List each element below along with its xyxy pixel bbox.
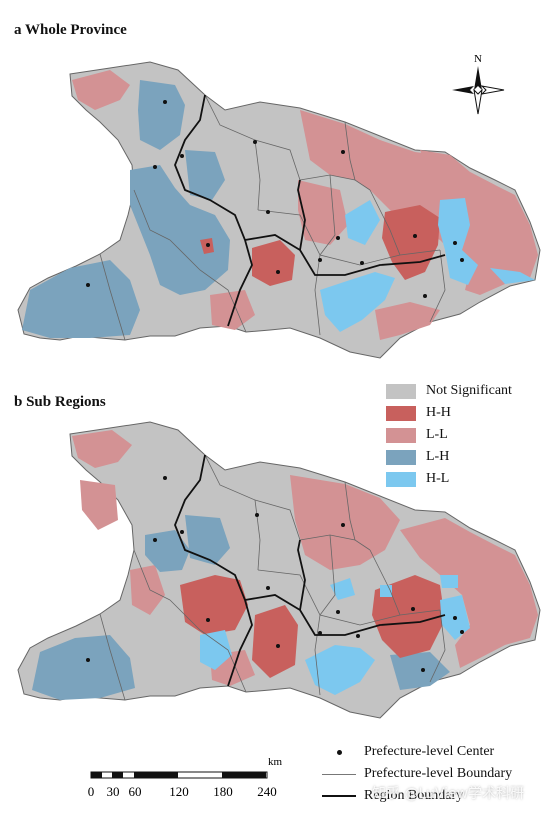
- legend-swatch: [386, 427, 416, 443]
- scale-bar: km 0 30 60 120 180 240: [87, 756, 290, 804]
- legend-item-ll: L-L: [386, 424, 551, 446]
- legend-item-hl: H-L: [386, 468, 551, 490]
- scale-tick: 30: [106, 784, 120, 799]
- legend-label: Region Boundary: [364, 788, 464, 803]
- legend-item-lh: L-H: [386, 446, 551, 468]
- legend-label: H-L: [426, 471, 450, 486]
- legend-item-prefecture-boundary: Prefecture-level Boundary: [322, 763, 512, 785]
- thick-line-symbol: [322, 795, 356, 797]
- north-arrow: N: [448, 50, 508, 125]
- legend-swatch: [386, 471, 416, 487]
- region-boundaries: [174, 454, 446, 687]
- scale-tick: 180: [213, 784, 233, 799]
- prefecture-centers: [86, 476, 464, 672]
- legend-swatch: [386, 405, 416, 421]
- cluster-legend: Not Significant H-H L-L L-H H-L: [386, 380, 551, 490]
- scale-bar-graphic: [90, 771, 268, 779]
- dot-symbol: [322, 749, 356, 755]
- ll-clusters: [72, 70, 538, 340]
- legend-label: Prefecture-level Center: [364, 744, 495, 759]
- prefecture-centers: [86, 100, 464, 298]
- prefecture-boundaries: [99, 454, 446, 701]
- scale-tick: 240: [257, 784, 277, 799]
- scale-tick: 0: [87, 784, 95, 799]
- legend-item-region-boundary: Region Boundary: [322, 785, 512, 807]
- scale-ticks: 0 30 60 120 180 240: [87, 784, 290, 804]
- watermark: 知乎 @LuView学术科研: [372, 786, 525, 802]
- scale-tick: 120: [169, 784, 189, 799]
- legend-swatch: [386, 449, 416, 465]
- lh-clusters: [22, 80, 230, 338]
- legend-label: Not Significant: [426, 383, 512, 398]
- scale-tick: 60: [128, 784, 142, 799]
- legend-item-hh: H-H: [386, 402, 551, 424]
- north-label: N: [474, 53, 482, 65]
- hl-clusters: [320, 198, 535, 332]
- legend-label: L-H: [426, 449, 450, 464]
- map-sub-regions: [17, 421, 541, 719]
- symbol-legend: Prefecture-level Center Prefecture-level…: [322, 741, 512, 807]
- map-whole-province: [17, 61, 541, 359]
- legend-label: Prefecture-level Boundary: [364, 766, 513, 781]
- scale-unit: km: [268, 756, 283, 768]
- thin-line-symbol: [322, 773, 356, 775]
- region-boundaries: [174, 94, 446, 327]
- legend-swatch: [386, 383, 416, 399]
- legend-label: L-L: [426, 427, 448, 442]
- legend-item-prefecture-center: Prefecture-level Center: [322, 741, 512, 763]
- panel-b-title: b Sub Regions: [14, 394, 106, 410]
- legend-label: H-H: [426, 405, 451, 420]
- panel-a-title: a Whole Province: [14, 22, 127, 38]
- legend-item-not-significant: Not Significant: [386, 380, 551, 402]
- ll-clusters: [72, 430, 538, 686]
- lh-clusters: [32, 515, 450, 700]
